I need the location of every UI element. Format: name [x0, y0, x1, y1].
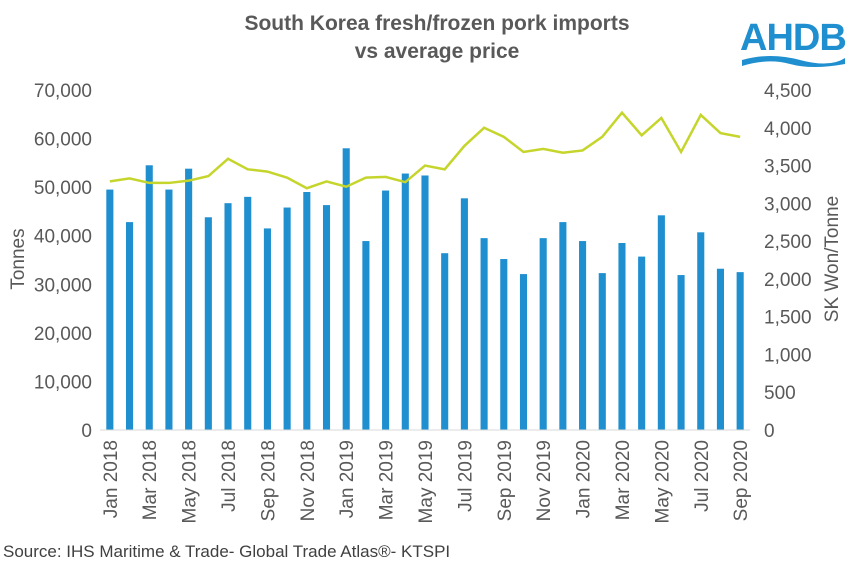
- x-tick-label: Jan 2019: [337, 440, 358, 518]
- bar: [677, 275, 685, 430]
- right-axis-title: SK Won/Tonne: [822, 196, 843, 322]
- bar: [401, 173, 409, 431]
- bar: [519, 274, 528, 430]
- left-tick-label: 70,000: [34, 81, 92, 102]
- bar: [716, 268, 724, 430]
- bar: [283, 207, 291, 430]
- bar: [303, 192, 311, 430]
- bar: [421, 175, 429, 430]
- x-tick-label: Sep 2020: [731, 440, 752, 521]
- bar-series: [106, 148, 744, 431]
- bar: [697, 232, 705, 430]
- ahdb-logo: AHDB: [740, 17, 847, 67]
- bar: [579, 241, 587, 430]
- right-tick-label: 1,500: [764, 308, 812, 329]
- right-tick-label: 3,500: [764, 157, 812, 178]
- right-tick-label: 0: [764, 421, 775, 442]
- ahdb-logo-text: AHDB: [740, 17, 846, 59]
- bar: [362, 241, 370, 430]
- right-axis-ticks: 0 500 1,000 1,500 2,000 2,500 3,000 3,500 4,000 4…: [764, 81, 812, 442]
- bar: [185, 168, 193, 430]
- left-axis-ticks: 0 10,000 20,000 30,000 40,000 50,000 60,000 70,…: [34, 81, 92, 442]
- x-tick-label: Nov 2019: [534, 440, 555, 521]
- left-tick-label: 0: [81, 421, 92, 442]
- x-tick-label: May 2020: [652, 440, 673, 523]
- bar: [322, 205, 331, 430]
- bar: [204, 217, 212, 430]
- bar: [126, 222, 134, 430]
- left-tick-label: 10,000: [34, 372, 92, 393]
- x-tick-label: Jul 2018: [219, 440, 240, 512]
- x-tick-label: Jan 2020: [574, 440, 595, 518]
- bar: [736, 272, 744, 430]
- left-tick-label: 60,000: [34, 130, 92, 151]
- right-tick-label: 3,000: [764, 194, 812, 215]
- chart-title-line-1: South Korea fresh/frozen pork imports: [244, 12, 629, 35]
- bar: [441, 253, 449, 430]
- right-tick-label: 4,000: [764, 119, 812, 140]
- right-tick-label: 500: [764, 383, 796, 404]
- x-tick-label: Mar 2020: [613, 440, 634, 520]
- right-tick-label: 2,000: [764, 270, 812, 291]
- right-tick-label: 2,500: [764, 232, 812, 253]
- x-tick-label: Sep 2018: [258, 440, 279, 521]
- bar: [657, 215, 665, 430]
- bar: [618, 243, 626, 430]
- bar: [224, 203, 232, 430]
- x-tick-label: Mar 2019: [377, 440, 398, 520]
- bar: [480, 238, 488, 430]
- left-tick-label: 30,000: [34, 275, 92, 296]
- bar: [382, 190, 390, 430]
- bar: [244, 196, 252, 430]
- bar: [165, 189, 173, 430]
- bar: [638, 256, 646, 430]
- x-tick-label: Jul 2019: [455, 440, 476, 512]
- left-tick-label: 50,000: [34, 178, 92, 199]
- x-tick-label: Sep 2019: [495, 440, 516, 521]
- ahdb-logo-wave: [742, 56, 845, 67]
- bar: [539, 238, 547, 430]
- source-note: Source: IHS Maritime & Trade- Global Tra…: [3, 542, 450, 561]
- x-tick-label: May 2019: [416, 440, 437, 523]
- x-tick-label: Jul 2020: [692, 440, 713, 512]
- bar: [106, 189, 114, 430]
- price-line: [109, 110, 741, 190]
- right-tick-label: 4,500: [764, 81, 812, 102]
- bar: [263, 228, 271, 430]
- bar: [342, 148, 350, 431]
- bar: [559, 222, 567, 430]
- chart-title-line-2: vs average price: [355, 40, 520, 63]
- x-tick-label: Mar 2018: [140, 440, 161, 520]
- left-axis-title: Tonnes: [8, 228, 29, 289]
- left-tick-label: 20,000: [34, 324, 92, 345]
- bar: [145, 165, 153, 431]
- bar: [500, 259, 508, 430]
- left-tick-label: 40,000: [34, 227, 92, 248]
- bar: [460, 198, 468, 430]
- bar: [598, 273, 606, 430]
- x-axis-ticks: Jan 2018 Mar 2018 May 2018 Jul 2018 Sep 2018…: [101, 440, 752, 523]
- x-tick-label: Jan 2018: [101, 440, 122, 518]
- x-tick-label: May 2018: [180, 440, 201, 523]
- x-tick-label: Nov 2018: [298, 440, 319, 521]
- right-tick-label: 1,000: [764, 345, 812, 366]
